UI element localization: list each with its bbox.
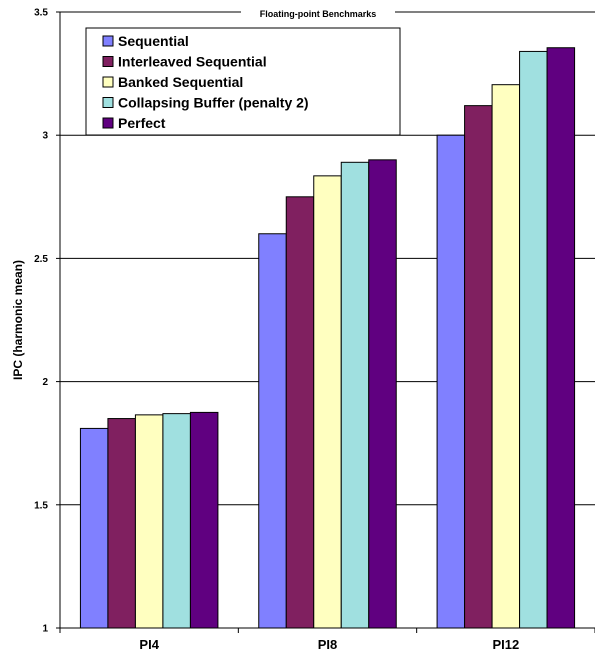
x-tick-label: PI8: [318, 637, 338, 652]
bar: [134, 414, 164, 629]
legend-label: Collapsing Buffer (penalty 2): [118, 95, 309, 111]
x-tick-label: PI12: [492, 637, 519, 652]
bar: [313, 175, 342, 629]
chart-title: Floating-point Benchmarks: [260, 9, 377, 19]
bar: [107, 418, 136, 629]
y-tick-label: 1: [42, 624, 48, 635]
bar: [258, 233, 287, 629]
bar: [368, 159, 397, 629]
legend-box: [85, 27, 401, 136]
bar: [189, 411, 219, 629]
legend-swatch: [102, 117, 114, 129]
bar: [79, 427, 109, 629]
bar: [464, 105, 493, 629]
bar: [491, 84, 521, 629]
y-tick-label: 3.5: [34, 8, 48, 19]
tick-labels: 1 1.5 2 2.5 3 3.5 PI4 PI8 PI12: [34, 8, 519, 653]
legend-label: Interleaved Sequential: [118, 54, 267, 70]
bar: [546, 47, 576, 629]
y-tick-label: 1.5: [34, 500, 48, 511]
legend-swatch: [102, 76, 114, 88]
bars: [79, 47, 576, 629]
y-axis-title: IPC (harmonic mean): [11, 260, 25, 380]
y-tick-label: 2: [42, 377, 48, 388]
legend-swatch: [102, 97, 114, 108]
bar: [285, 196, 315, 629]
bar: [519, 50, 548, 629]
chart-title-background: [241, 6, 395, 20]
y-tick-label: 3: [42, 131, 48, 142]
legend-label: Banked Sequential: [118, 74, 243, 90]
y-tick-label: 2.5: [34, 254, 48, 265]
bar: [162, 413, 191, 629]
legend-swatch: [102, 35, 114, 47]
legend-label: Perfect: [118, 115, 166, 131]
x-tick-label: PI4: [139, 637, 159, 652]
bar: [340, 161, 370, 629]
legend-label: Sequential: [118, 33, 189, 49]
legend: Sequential Interleaved Sequential Banked S…: [85, 27, 401, 136]
bar: [436, 134, 466, 629]
axes: [56, 11, 595, 633]
legend-swatch: [102, 56, 114, 67]
